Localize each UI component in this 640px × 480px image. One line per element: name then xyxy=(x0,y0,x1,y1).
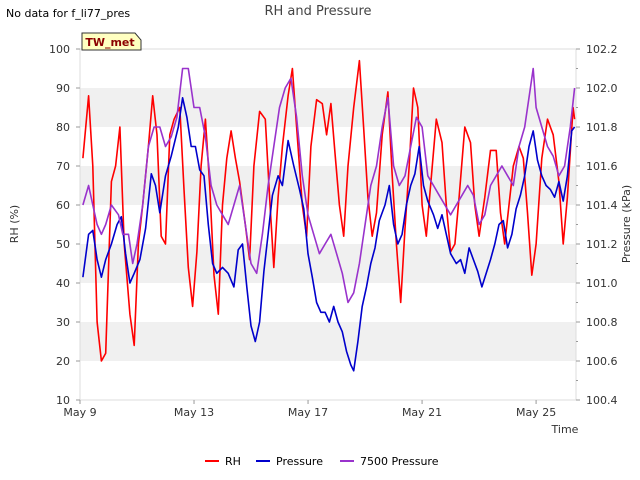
left-tick-label: 100 xyxy=(49,43,70,56)
right-axis-ticks: 100.4 100.6 100.8 101.0 101.2 101.4 101.6 101.8… xyxy=(576,43,618,407)
left-tick-label: 20 xyxy=(56,355,70,368)
left-tick-label: 60 xyxy=(56,199,70,212)
badge-shape xyxy=(81,32,142,51)
left-axis-ticks: 10 20 30 40 50 60 70 80 90 100 xyxy=(49,43,80,407)
right-tick-label: 102.0 xyxy=(586,82,618,95)
no-data-note: No data for f_li77_pres xyxy=(6,7,130,20)
x-tick-label: May 13 xyxy=(174,406,214,419)
left-tick-label: 30 xyxy=(56,316,70,329)
x-axis-ticks: May 9 May 13 May 17 May 21 May 25 xyxy=(63,400,556,419)
badge-label: TW_met xyxy=(85,36,134,49)
right-tick-label: 101.2 xyxy=(586,238,618,251)
right-tick-label: 100.6 xyxy=(586,355,618,368)
left-tick-label: 50 xyxy=(56,238,70,251)
grey-band xyxy=(80,244,576,283)
series-lines xyxy=(82,59,576,372)
chart-title: RH and Pressure xyxy=(264,4,371,19)
x-tick-label: May 21 xyxy=(402,406,442,419)
series-line-pressure xyxy=(82,97,576,372)
x-axis-label: Time xyxy=(551,423,579,436)
grey-band xyxy=(80,322,576,361)
legend: RH Pressure 7500 Pressure xyxy=(205,455,439,468)
legend-label: 7500 Pressure xyxy=(360,455,439,468)
tw-met-badge: TW_met xyxy=(81,32,142,51)
y-axis-label-right: Pressure (kPa) xyxy=(620,185,633,263)
left-tick-label: 90 xyxy=(56,82,70,95)
legend-label: Pressure xyxy=(276,455,323,468)
y-axis-label-left: RH (%) xyxy=(8,205,21,243)
left-tick-label: 10 xyxy=(56,394,70,407)
right-tick-label: 101.8 xyxy=(586,121,618,134)
left-tick-label: 70 xyxy=(56,160,70,173)
left-tick-label: 80 xyxy=(56,121,70,134)
x-tick-label: May 9 xyxy=(63,406,96,419)
right-tick-label: 101.6 xyxy=(586,160,618,173)
grey-band xyxy=(80,166,576,205)
right-tick-label: 101.4 xyxy=(586,199,618,212)
x-tick-label: May 25 xyxy=(516,406,556,419)
right-tick-label: 101.0 xyxy=(586,277,618,290)
series-line-7500-pressure xyxy=(82,67,576,304)
right-tick-label: 102.2 xyxy=(586,43,618,56)
x-tick-label: May 17 xyxy=(288,406,328,419)
legend-label: RH xyxy=(225,455,241,468)
right-tick-label: 100.4 xyxy=(586,394,618,407)
series-line-rh xyxy=(82,59,576,362)
right-tick-label: 100.8 xyxy=(586,316,618,329)
left-tick-label: 40 xyxy=(56,277,70,290)
